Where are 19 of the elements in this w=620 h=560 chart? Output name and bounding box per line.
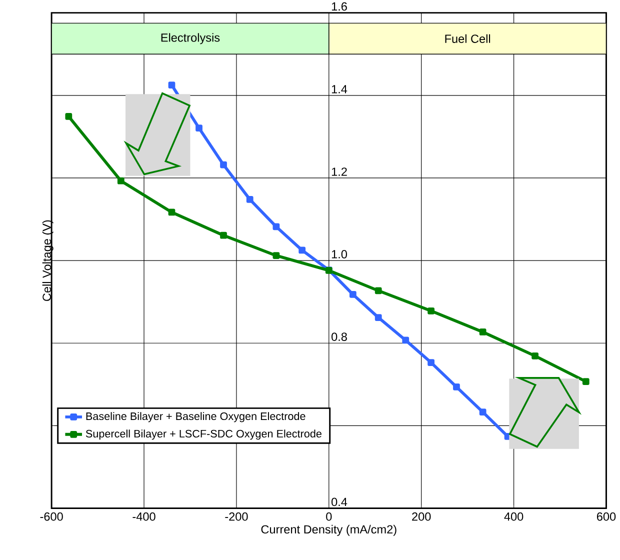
y-tick-label: 1.2 <box>332 168 347 176</box>
y-tick-label: 0.4 <box>332 498 348 506</box>
y-tick-label: 1.0 <box>332 250 348 259</box>
legend-label: Baseline Bilayer + Baseline Oxygen Electrode <box>86 412 306 422</box>
x-tick-label: 0 <box>326 512 332 521</box>
x-tick-label: -400 <box>132 512 156 521</box>
x-tick-label: 200 <box>412 512 431 521</box>
band-label: Electrolysis <box>161 33 220 44</box>
x-tick-label: 400 <box>504 512 524 521</box>
legend-label: Supercell Bilayer + LSCF-SDC Oxygen Electrode <box>86 430 322 440</box>
y-axis-title: Cell Voltage (V) <box>42 220 54 302</box>
y-tick-label: 1.6 <box>332 2 347 11</box>
x-tick-label: -600 <box>40 512 63 521</box>
x-tick-label: -200 <box>225 512 248 521</box>
x-axis-title: Current Density (mA/cm2) <box>261 525 396 536</box>
band-label: Fuel Cell <box>445 34 490 44</box>
y-tick-label: 1.4 <box>332 85 348 94</box>
x-tick-label: 600 <box>596 512 616 521</box>
y-tick-label: 0.8 <box>332 332 347 342</box>
